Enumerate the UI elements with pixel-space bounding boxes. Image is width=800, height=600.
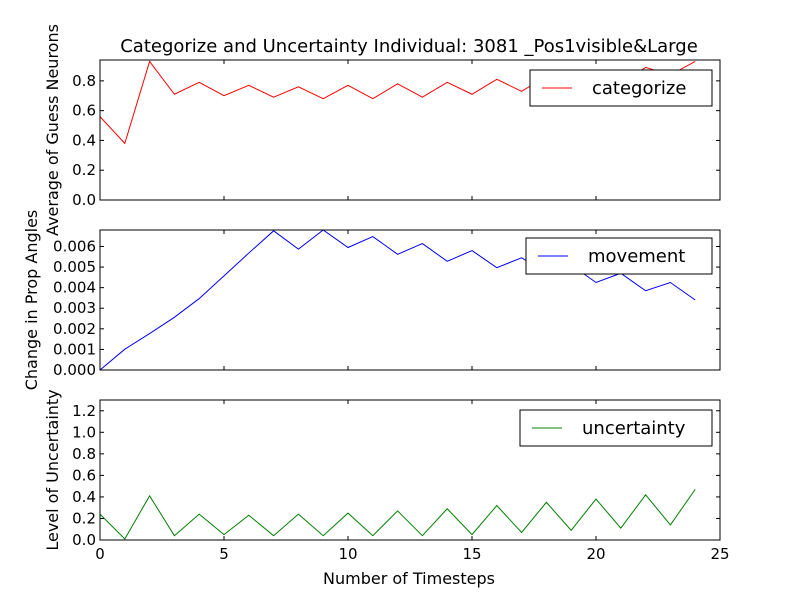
y-tick-label: 0.004 (53, 279, 96, 297)
x-tick-label: 25 (710, 545, 729, 563)
y-tick-label: 0.6 (72, 102, 96, 120)
y-tick-label: 0.0 (72, 531, 96, 549)
chart-title: Categorize and Uncertainty Individual: 3… (120, 36, 698, 57)
legend-label-categorize: categorize (592, 78, 686, 99)
legend-label-uncertainty: uncertainty (582, 418, 686, 439)
y-axis-label: Level of Uncertainty (43, 389, 62, 550)
x-axis-label: Number of Timesteps (323, 569, 495, 588)
legend: movement (525, 237, 713, 275)
subplot-3: 0 5 10 15 20 25 0.0 0.2 0.4 0.6 0.8 1.0 1.2 Level of … (43, 370, 730, 563)
y-tick-label: 0.003 (53, 299, 96, 317)
x-tick-label: 10 (338, 545, 357, 563)
y-axis-label: Average of Guess Neurons (43, 24, 62, 236)
axes-frame (99, 229, 721, 371)
y-tick-label: 0.8 (72, 445, 96, 463)
y-tick-label: 0.2 (72, 161, 96, 179)
y-tick-label: 1.0 (72, 423, 96, 441)
subplots: 0.0 0.2 0.4 0.6 0.8 Average of Guess Neurons c… (22, 24, 730, 563)
y-tick-label: 0.4 (72, 488, 96, 506)
mask-spacer (99, 200, 721, 230)
y-tick-label: 0.001 (53, 340, 96, 358)
y-tick-label: 0.2 (72, 509, 96, 527)
legend: uncertainty (519, 409, 713, 447)
legend-label-movement: movement (588, 246, 685, 267)
y-tick-label: 0.8 (72, 72, 96, 90)
y-tick-label: 0.002 (53, 320, 96, 338)
y-tick-label: 0.4 (72, 131, 96, 149)
legend: categorize (529, 69, 713, 107)
x-tick-label: 20 (586, 545, 605, 563)
y-tick-label: 0.005 (53, 258, 96, 276)
y-axis-label: Change in Prop Angles (22, 210, 41, 391)
axes-frame (99, 399, 721, 541)
axes-frame (99, 59, 721, 201)
mask-spacer (99, 370, 721, 400)
y-tick-label: 0.000 (53, 361, 96, 379)
subplot-2: 0.000 0.001 0.002 0.003 0.004 0.005 0.006 Chang… (22, 200, 721, 391)
series-line-uncertainty (99, 489, 696, 540)
x-tick-label: 0 (95, 545, 105, 563)
series-line-movement (99, 229, 696, 371)
x-tick-label: 5 (219, 545, 229, 563)
subplot-1: 0.0 0.2 0.4 0.6 0.8 Average of Guess Neurons c… (43, 24, 721, 236)
y-tick-label: 0.6 (72, 466, 96, 484)
y-tick-label: 0.0 (72, 191, 96, 209)
x-tick-label: 15 (462, 545, 481, 563)
y-tick-label: 0.006 (53, 237, 96, 255)
y-tick-label: 1.2 (72, 402, 96, 420)
